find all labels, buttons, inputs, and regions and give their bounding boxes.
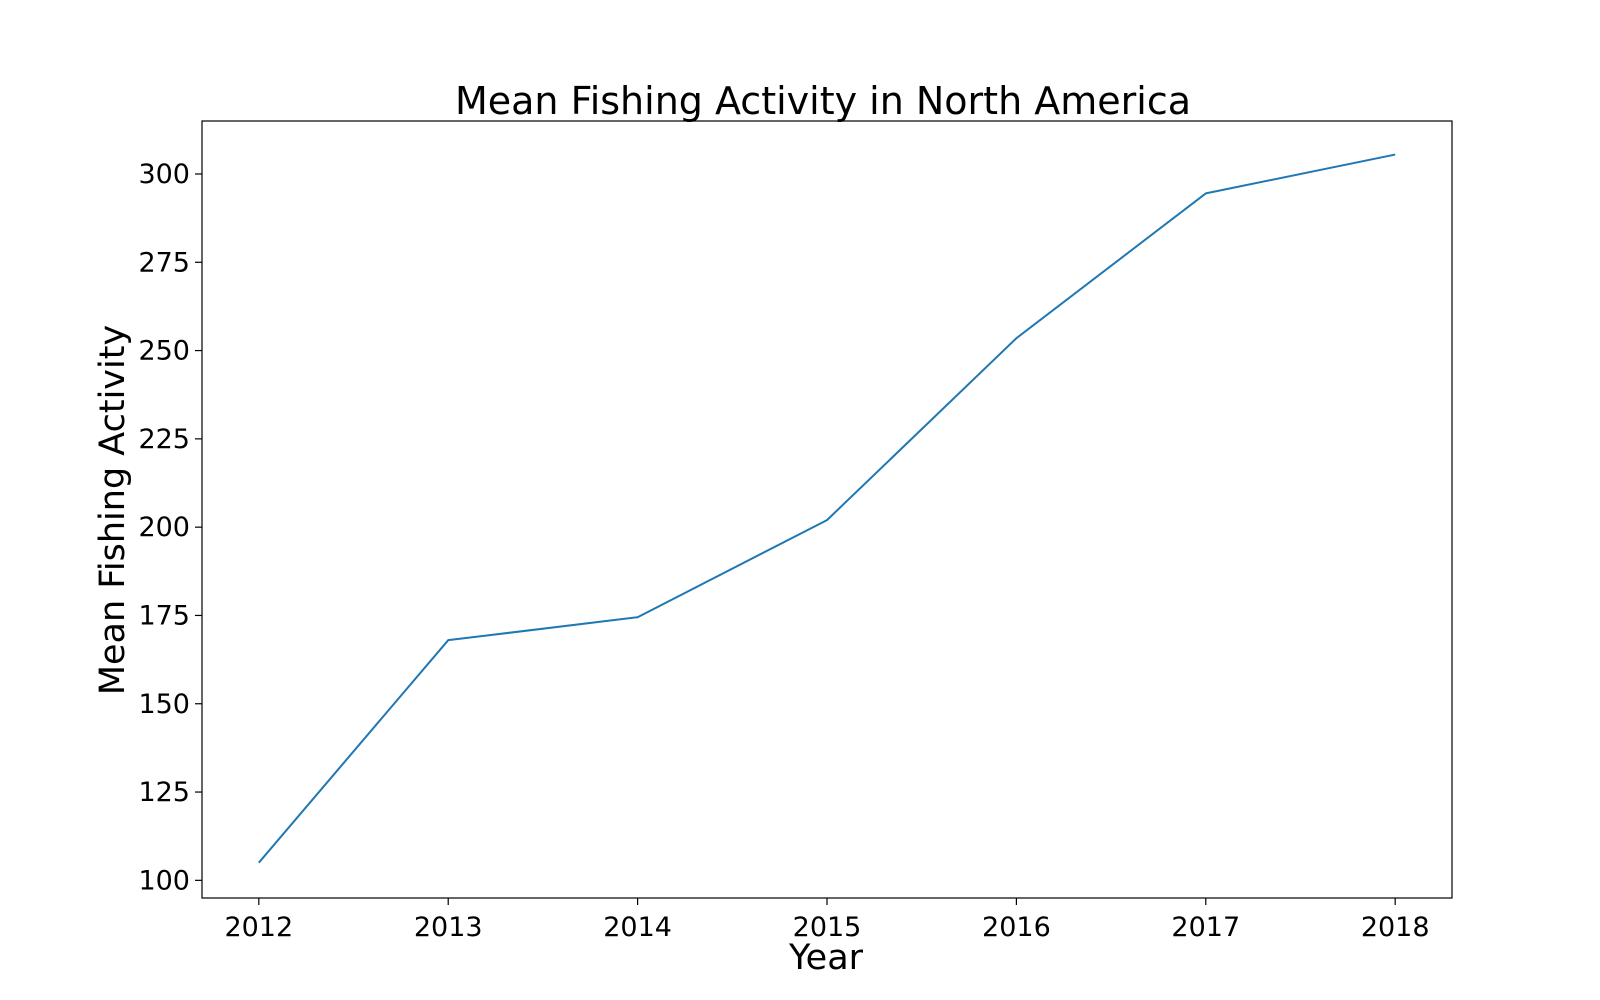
plot-area: [201, 120, 1453, 899]
y-tick-label: 100: [138, 865, 190, 896]
x-tick-label: 2012: [224, 912, 293, 943]
x-tick-label: 2016: [982, 912, 1051, 943]
x-axis-label: Year: [788, 938, 864, 978]
y-axis-label: Mean Fishing Activity: [93, 325, 133, 695]
y-tick-label: 300: [138, 159, 190, 190]
x-tick-label: 2018: [1361, 912, 1430, 943]
y-tick-label: 150: [138, 689, 190, 720]
y-tick-label: 125: [138, 777, 190, 808]
x-tick-label: 2015: [793, 912, 862, 943]
x-tick-label: 2013: [414, 912, 483, 943]
y-tick-label: 250: [138, 336, 190, 367]
series-line: [258, 153, 1396, 864]
y-tick-label: 175: [138, 600, 190, 631]
y-tick-label: 225: [138, 424, 190, 455]
chart-title: Mean Fishing Activity in North America: [455, 79, 1191, 123]
x-tick-label: 2014: [603, 912, 672, 943]
x-tick-label: 2017: [1171, 912, 1240, 943]
y-axis: 100 125 150 175 200 225 250 275 300: [138, 159, 202, 896]
y-tick-label: 200: [138, 512, 190, 543]
y-tick-label: 275: [138, 247, 190, 278]
x-axis: 2012 2013 2014 2015 2016 2017 2018: [224, 898, 1430, 943]
